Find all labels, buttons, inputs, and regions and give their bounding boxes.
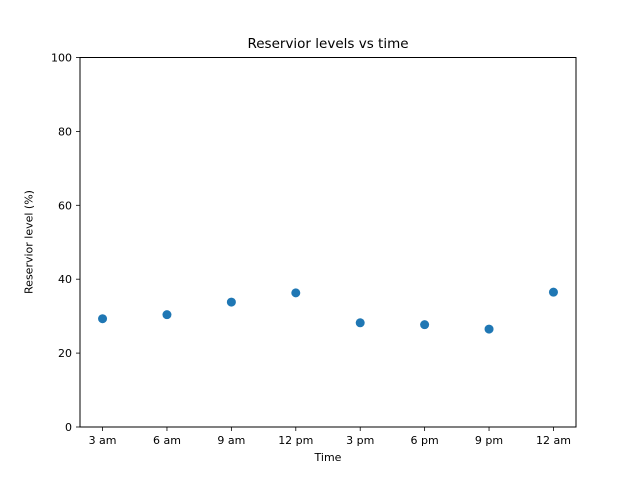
- data-point: [484, 324, 494, 334]
- plot-frame: [79, 57, 577, 428]
- data-point: [98, 314, 108, 324]
- data-point: [420, 320, 430, 330]
- y-tick-label: 60: [58, 199, 72, 212]
- y-tick-label: 0: [65, 421, 72, 434]
- x-tick-label: 9 am: [217, 434, 245, 447]
- data-point: [226, 297, 236, 307]
- x-axis-label: Time: [314, 451, 342, 464]
- data-point: [548, 287, 558, 297]
- y-tick-label: 80: [58, 125, 72, 138]
- x-tick-label: 12 pm: [278, 434, 313, 447]
- x-tick-label: 6 am: [153, 434, 181, 447]
- x-tick-label: 12 am: [536, 434, 571, 447]
- data-point: [162, 310, 172, 320]
- y-axis-label: Reservior level (%): [22, 190, 36, 294]
- y-tick-label: 40: [58, 273, 72, 286]
- data-point: [291, 288, 301, 298]
- x-tick-label: 6 pm: [411, 434, 439, 447]
- x-tick-label: 3 am: [89, 434, 117, 447]
- data-point: [355, 318, 365, 328]
- x-tick-label: 3 pm: [346, 434, 374, 447]
- y-tick-label: 100: [51, 52, 72, 65]
- chart-title: Reservior levels vs time: [247, 36, 409, 52]
- y-tick-label: 20: [58, 347, 72, 360]
- x-tick-label: 9 pm: [475, 434, 503, 447]
